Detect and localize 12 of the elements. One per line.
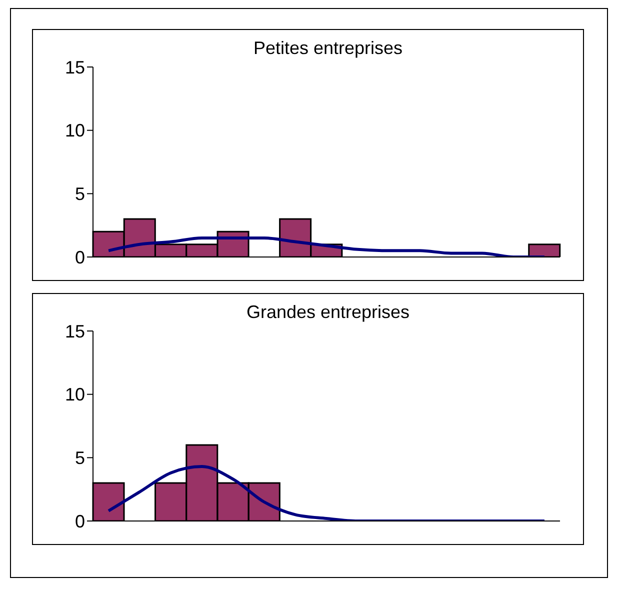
- y-tick-label: 15: [64, 321, 85, 342]
- y-tick-label: 10: [64, 384, 85, 405]
- y-tick-label: 5: [74, 184, 85, 204]
- y-tick-label: 0: [74, 511, 85, 532]
- line-series: [107, 236, 546, 257]
- chart-title: Petites entreprises: [252, 38, 404, 59]
- y-tick-label: 15: [64, 57, 85, 78]
- chart-title: Grandes entreprises: [245, 302, 411, 323]
- y-tick-label: 5: [74, 448, 85, 468]
- y-tick-label: 0: [74, 247, 85, 268]
- line-series: [107, 465, 546, 521]
- y-tick-label: 10: [64, 120, 85, 141]
